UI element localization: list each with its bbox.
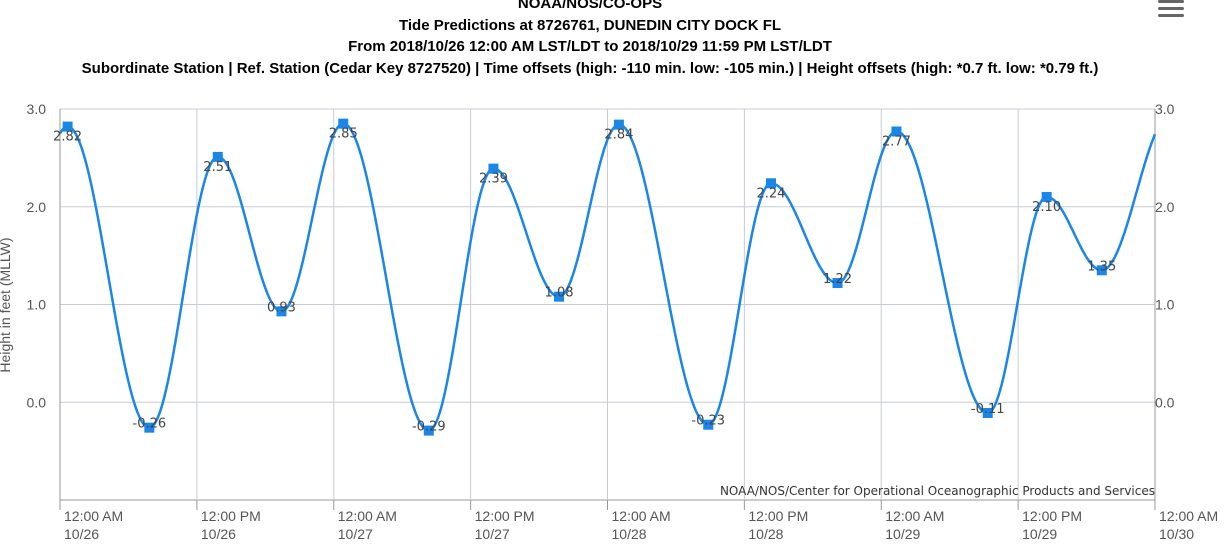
tide-markers	[62, 118, 1107, 436]
y-right-tick-label: 0.0	[1155, 394, 1175, 410]
tide-data-label: 2.84	[604, 128, 633, 143]
chart-grid	[59, 108, 1156, 510]
x-tick-date: 10/26	[64, 526, 99, 542]
x-tick-time: 12:00 PM	[1022, 508, 1082, 524]
tide-marker	[1096, 265, 1107, 276]
y-tick-label: 0.0	[27, 394, 47, 410]
header-offsets: Subordinate Station | Ref. Station (Ceda…	[81, 59, 1099, 77]
y-tick-label: 2.0	[27, 199, 47, 215]
tide-data-label: -0.26	[133, 417, 167, 432]
tide-data-labels: 2.82 -0.26 2.51 0.93 2.85 -0.29 2.39 1.08 2.84 -0…	[53, 127, 1116, 435]
tide-marker	[703, 419, 714, 430]
tide-marker	[488, 163, 499, 174]
tide-marker	[613, 119, 624, 130]
tide-marker	[765, 178, 776, 189]
x-axis: 12:00 AM 10/26 12:00 PM 10/26 12:00 AM 10/27 1…	[64, 508, 1218, 542]
credit-text: NOAA/NOS/Center for Operational Oceanogr…	[720, 484, 1155, 498]
tide-data-label: 2.10	[1032, 200, 1061, 215]
x-tick-date: 10/28	[612, 526, 647, 542]
header-range: From 2018/10/26 12:00 AM LST/LDT to 2018…	[348, 38, 832, 55]
x-tick-time: 12:00 AM	[338, 508, 397, 524]
y-axis-left: 3.0 2.0 1.0 0.0	[27, 101, 47, 410]
hamburger-menu-icon[interactable]	[1158, 0, 1188, 17]
x-tick-time: 12:00 AM	[1159, 508, 1218, 524]
tide-data-label: 2.39	[479, 172, 508, 187]
y-axis-label: Height in feet (MLLW)	[0, 237, 13, 372]
tide-data-label: 2.24	[757, 186, 786, 201]
x-tick-time: 12:00 PM	[748, 508, 808, 524]
y-right-tick-label: 2.0	[1155, 199, 1175, 215]
x-tick-time: 12:00 AM	[64, 508, 123, 524]
x-tick-date: 10/29	[1022, 526, 1057, 542]
x-tick-date: 10/28	[748, 526, 783, 542]
tide-marker	[276, 306, 287, 317]
tide-data-label: 2.85	[329, 127, 358, 142]
tide-marker	[1041, 191, 1052, 202]
chart-header: NOAA/NOS/CO-OPS Tide Predictions at 8726…	[0, 0, 1180, 79]
y-right-tick-label: 3.0	[1155, 101, 1175, 117]
header-agency: NOAA/NOS/CO-OPS	[517, 0, 663, 12]
x-tick-date: 10/26	[201, 526, 236, 542]
tide-data-label: -0.23	[691, 414, 725, 429]
tide-marker	[982, 408, 993, 419]
y-tick-label: 3.0	[27, 101, 47, 117]
tide-data-label: 1.35	[1087, 259, 1116, 274]
tide-data-label: -0.29	[412, 420, 446, 435]
x-tick-time: 12:00 PM	[201, 508, 261, 524]
y-axis-right: 3.0 2.0 1.0 0.0	[1155, 101, 1175, 410]
x-tick-time: 12:00 PM	[475, 508, 535, 524]
tide-marker	[891, 126, 902, 137]
tide-marker	[338, 118, 349, 129]
tide-data-label: 2.82	[53, 130, 82, 145]
tide-marker	[423, 425, 434, 436]
tide-data-label: 1.22	[823, 272, 852, 287]
tide-data-label: 0.93	[267, 300, 296, 315]
y-tick-label: 1.0	[27, 297, 47, 313]
x-tick-time: 12:00 AM	[612, 508, 671, 524]
tide-marker	[212, 151, 223, 162]
y-right-tick-label: 1.0	[1155, 297, 1175, 313]
header-station: Tide Predictions at 8726761, DUNEDIN CIT…	[398, 16, 782, 34]
x-tick-date: 10/30	[1159, 526, 1194, 542]
tide-marker	[144, 422, 155, 433]
x-tick-date: 10/27	[475, 526, 510, 542]
tide-data-label: -0.11	[971, 402, 1005, 417]
x-tick-date: 10/27	[338, 526, 373, 542]
tide-marker	[554, 291, 565, 302]
tide-series-line	[58, 122, 1157, 432]
tide-marker	[832, 277, 843, 288]
tide-data-label: 2.77	[882, 134, 911, 149]
tide-marker	[62, 121, 73, 132]
tide-data-label: 1.08	[545, 286, 574, 301]
x-tick-date: 10/29	[885, 526, 920, 542]
x-tick-time: 12:00 AM	[885, 508, 944, 524]
tide-data-label: 2.51	[203, 160, 232, 175]
